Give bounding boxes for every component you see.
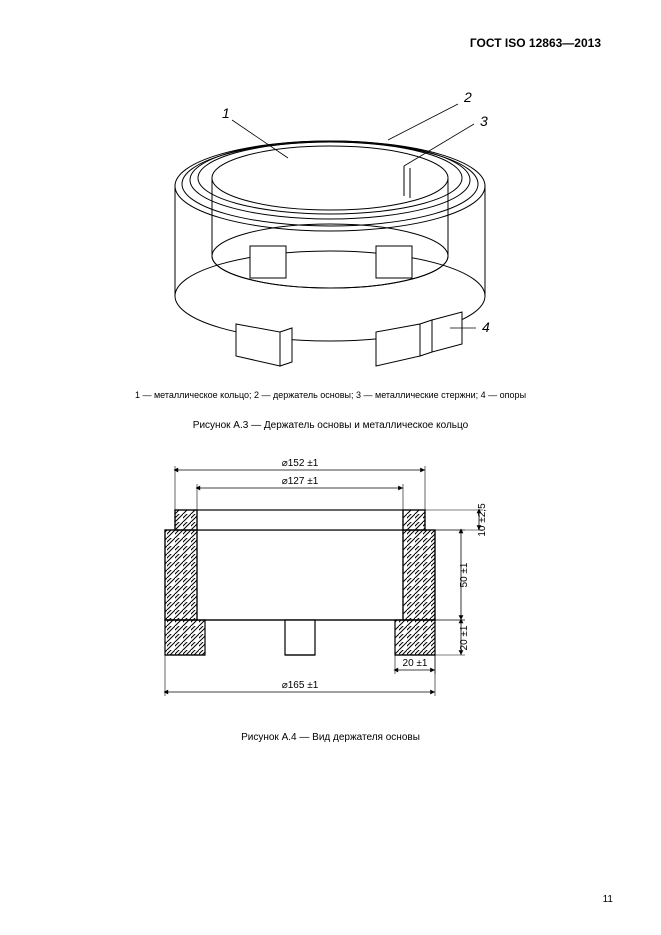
page-header: ГОСТ ISO 12863—2013 [470,36,601,50]
dim-h20: 20 ±1 [459,625,470,650]
callout-4-label: 4 [482,319,490,335]
page: ГОСТ ISO 12863—2013 [0,0,661,935]
figure-a3-caption: Рисунок А.3 — Держатель основы и металли… [0,420,661,431]
dim-d165: ⌀165 ±1 [282,680,319,691]
callout-1-label: 1 [222,105,230,121]
dim-w20: 20 ±1 [403,658,428,669]
figure-a4-caption: Рисунок А.4 — Вид держателя основы [0,732,661,743]
figure-a3-legend: 1 — металлическое кольцо; 2 — держатель … [0,390,661,400]
dim-h50: 50 ±1 [459,562,470,587]
callout-2-label: 2 [463,89,472,105]
figure-a3: 1 2 3 4 [120,78,540,378]
dim-d127: ⌀127 ±1 [282,476,319,487]
callout-3-label: 3 [480,113,488,129]
figure-a4: ⌀152 ±1 ⌀127 ±1 ⌀165 ±1 20 ±1 10 ±2,5 [135,450,525,720]
dim-d152: ⌀152 ±1 [282,458,319,469]
dim-t10: 10 ±2,5 [477,503,488,537]
page-number: 11 [603,894,613,905]
